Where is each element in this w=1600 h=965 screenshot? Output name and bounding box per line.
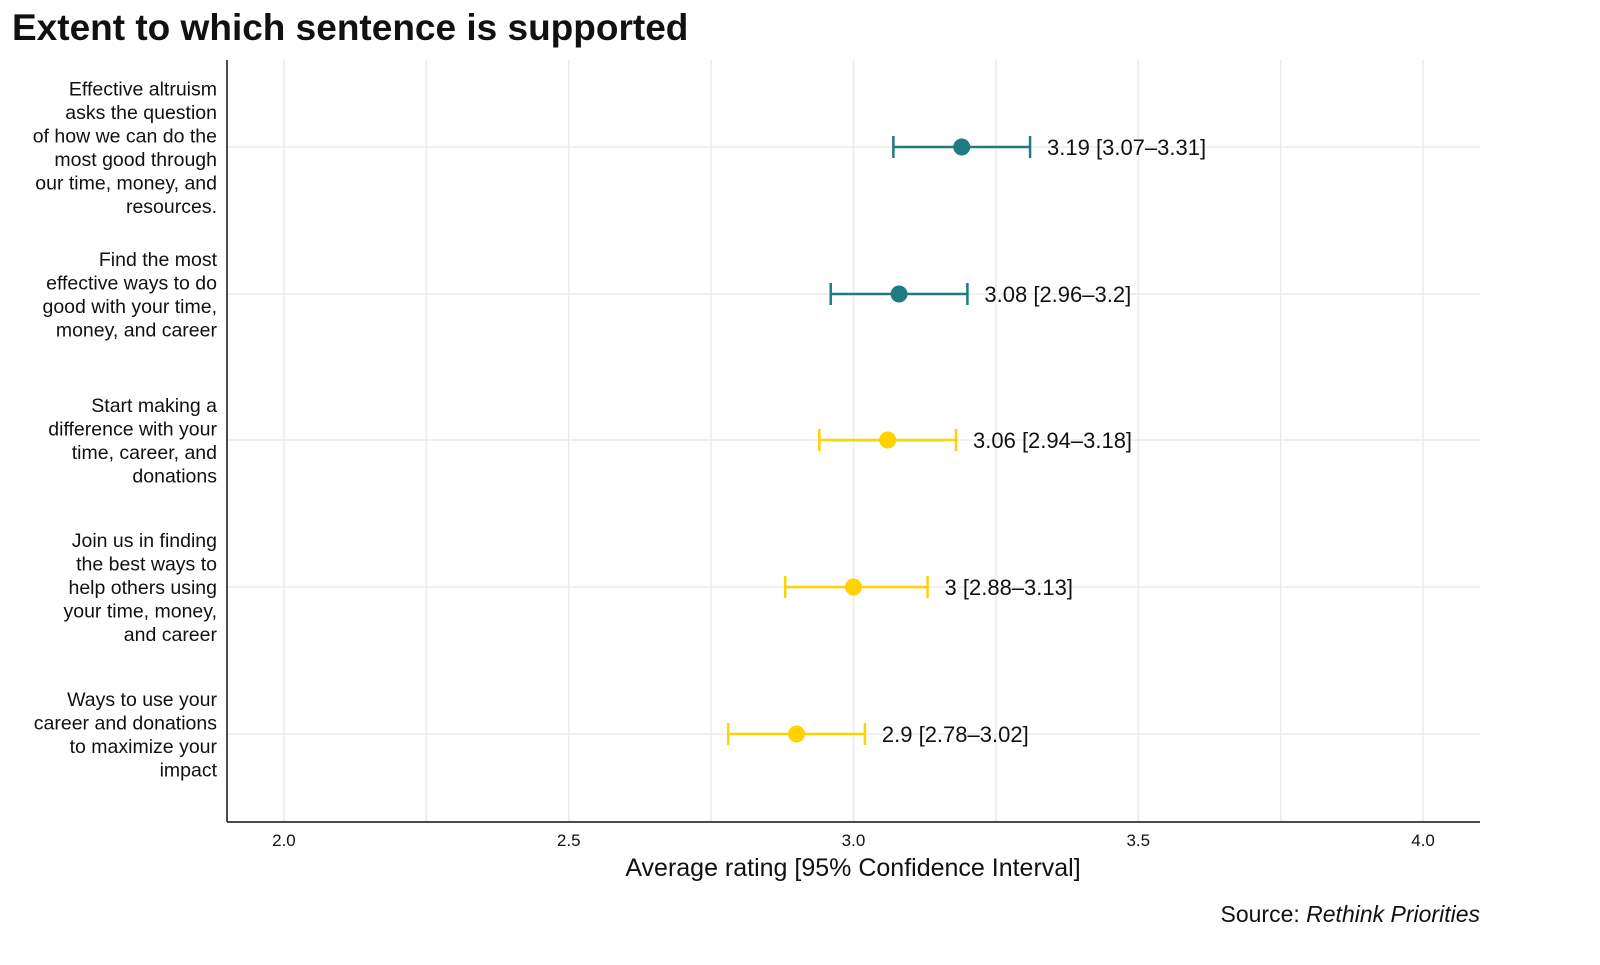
y-label-line: help others using [68,577,217,599]
y-label-line: resources. [126,196,217,218]
source-name: Rethink Priorities [1306,901,1480,927]
data-label: 3.06 [2.94–3.18] [973,428,1132,453]
source-note: Source: Rethink Priorities [1221,901,1481,927]
y-category-label: Find the most effective ways to do good wi… [42,249,217,342]
x-tick-label: 3.5 [1126,831,1150,850]
y-label-line: Effective altruism [69,78,217,100]
x-tick-label: 3.0 [842,831,866,850]
y-label-line: Join us in finding [72,530,217,552]
y-category-label: Ways to use your career and donations to m… [34,689,218,782]
x-axis-title: Average rating [95% Confidence Interval] [625,854,1080,882]
y-label-line: time, career, and [72,442,217,464]
data-label: 3.19 [3.07–3.31] [1047,135,1206,160]
x-tick-label: 2.5 [557,831,581,850]
y-label-line: good with your time, [42,296,217,318]
y-label-line: donations [132,465,217,487]
series-rows: Effective altruism asks the question of ho… [33,78,1206,781]
row-5: Ways to use your career and donations to m… [34,689,1029,782]
source-prefix: Source: [1221,901,1307,927]
chart-title: Extent to which sentence is supported [12,7,688,48]
row-3: Start making a difference with your time, … [48,395,1132,488]
y-label-line: career and donations [34,712,217,734]
y-label-line: impact [160,759,218,781]
y-category-label: Join us in finding the best ways to help o… [63,530,217,646]
mean-point [890,285,908,303]
y-label-line: our time, money, and [35,172,217,194]
row-2: Find the most effective ways to do good wi… [42,249,1131,342]
y-label-line: the best ways to [76,554,217,576]
data-label: 3.08 [2.96–3.2] [984,282,1131,307]
row-1: Effective altruism asks the question of ho… [33,78,1206,218]
y-label-line: most good through [54,149,217,171]
x-tick-label: 4.0 [1411,831,1435,850]
y-category-label: Effective altruism asks the question of ho… [33,78,217,218]
row-4: Join us in finding the best ways to help o… [63,530,1073,646]
y-category-label: Start making a difference with your time, … [48,395,217,488]
x-tick-labels: 2.0 2.5 3.0 3.5 4.0 [272,831,1435,850]
y-label-line: of how we can do the [33,125,217,147]
mean-point [788,725,806,743]
y-label-line: to maximize your [70,736,218,758]
x-tick-label: 2.0 [272,831,296,850]
y-label-line: Find the most [99,249,218,271]
y-label-line: effective ways to do [46,272,217,294]
y-label-line: money, and career [56,319,218,341]
mean-point [879,431,897,449]
mean-point [953,138,971,156]
mean-point [845,578,862,596]
y-label-line: difference with your [48,418,217,440]
y-label-line: your time, money, [63,601,217,623]
data-label: 2.9 [2.78–3.02] [882,722,1029,747]
y-label-line: Ways to use your [67,689,217,711]
y-label-line: Start making a [91,395,217,417]
y-label-line: and career [124,624,218,646]
y-label-line: asks the question [65,102,217,124]
data-label: 3 [2.88–3.13] [945,575,1073,600]
